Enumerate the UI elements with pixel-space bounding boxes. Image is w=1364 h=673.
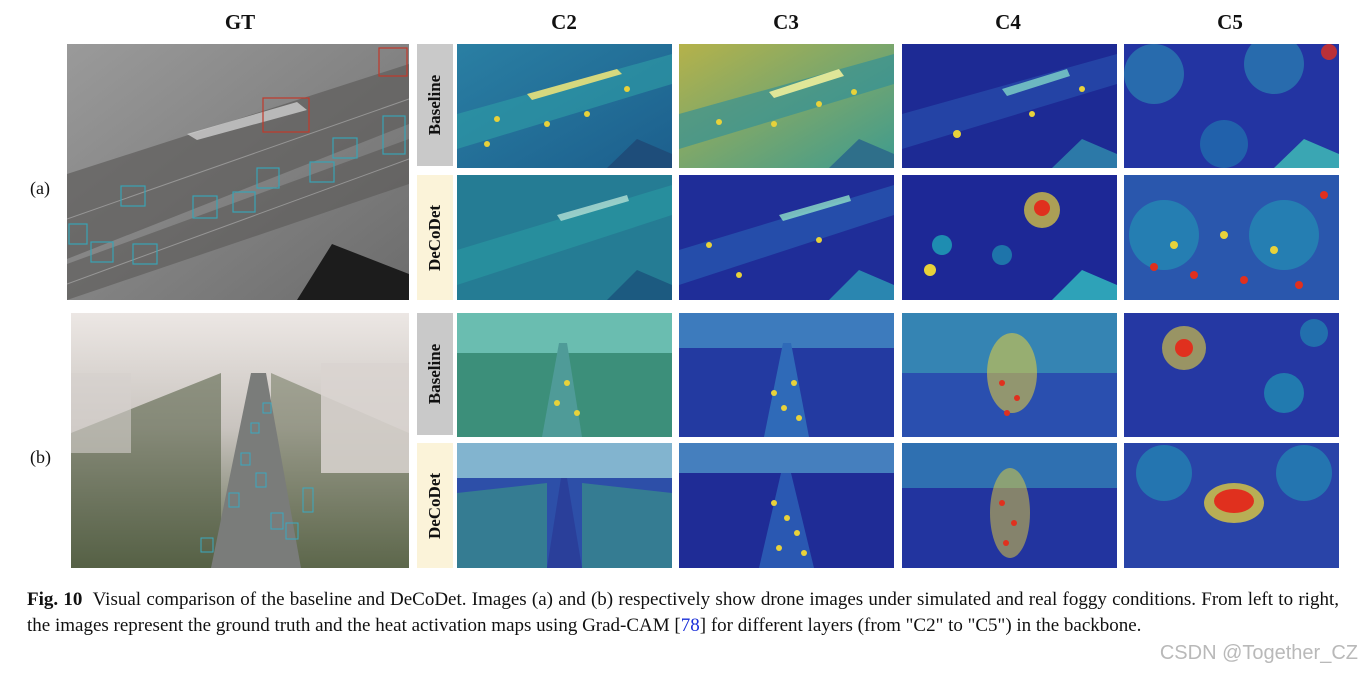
heatmap-b-decodet-c4 [902, 443, 1117, 568]
caption-text-1: Visual comparison of the baseline and De… [27, 589, 1339, 636]
heatmap-a-baseline-c4 [902, 44, 1117, 168]
tab-baseline-a: Baseline [417, 44, 453, 166]
col-header-c2: C2 [551, 10, 577, 34]
gt-image-simulated-fog [67, 44, 409, 300]
col-header-gt: GT [224, 10, 256, 34]
figure-number: Fig. 10 [27, 589, 83, 610]
heatmap-a-decodet-c2 [457, 175, 672, 300]
heatmap-a-decodet-c5 [1124, 175, 1339, 300]
heatmap-a-baseline-c3 [679, 44, 894, 168]
col-header-c3: C3 [773, 10, 799, 34]
tab-decodet-a: DeCoDet [417, 175, 453, 300]
heatmap-a-decodet-c3 [679, 175, 894, 300]
heatmap-a-baseline-c2 [457, 44, 672, 168]
heatmap-b-baseline-c4 [902, 313, 1117, 437]
row-label-a: (a) [30, 178, 50, 198]
heatmap-b-baseline-c2 [457, 313, 672, 437]
heatmap-b-decodet-c5 [1124, 443, 1339, 568]
row-label-b: (b) [30, 447, 51, 467]
tab-baseline-b: Baseline [417, 313, 453, 435]
gt-image-real-fog [71, 313, 409, 568]
heatmap-b-decodet-c2 [457, 443, 672, 568]
figure-caption: Fig. 10 Visual comparison of the baselin… [27, 587, 1339, 639]
col-header-c4: C4 [995, 10, 1021, 34]
caption-text-2: ] for different layers (from "C2" to "C5… [699, 615, 1142, 636]
heatmap-a-decodet-c4 [902, 175, 1117, 300]
col-header-c5: C5 [1217, 10, 1243, 34]
citation-link[interactable]: 78 [680, 615, 700, 636]
heatmap-a-baseline-c5 [1124, 44, 1339, 168]
tab-decodet-b: DeCoDet [417, 443, 453, 568]
heatmap-b-baseline-c3 [679, 313, 894, 437]
heatmap-b-decodet-c3 [679, 443, 894, 568]
watermark: CSDN @Together_CZ [1159, 642, 1358, 664]
heatmap-b-baseline-c5 [1124, 313, 1339, 437]
